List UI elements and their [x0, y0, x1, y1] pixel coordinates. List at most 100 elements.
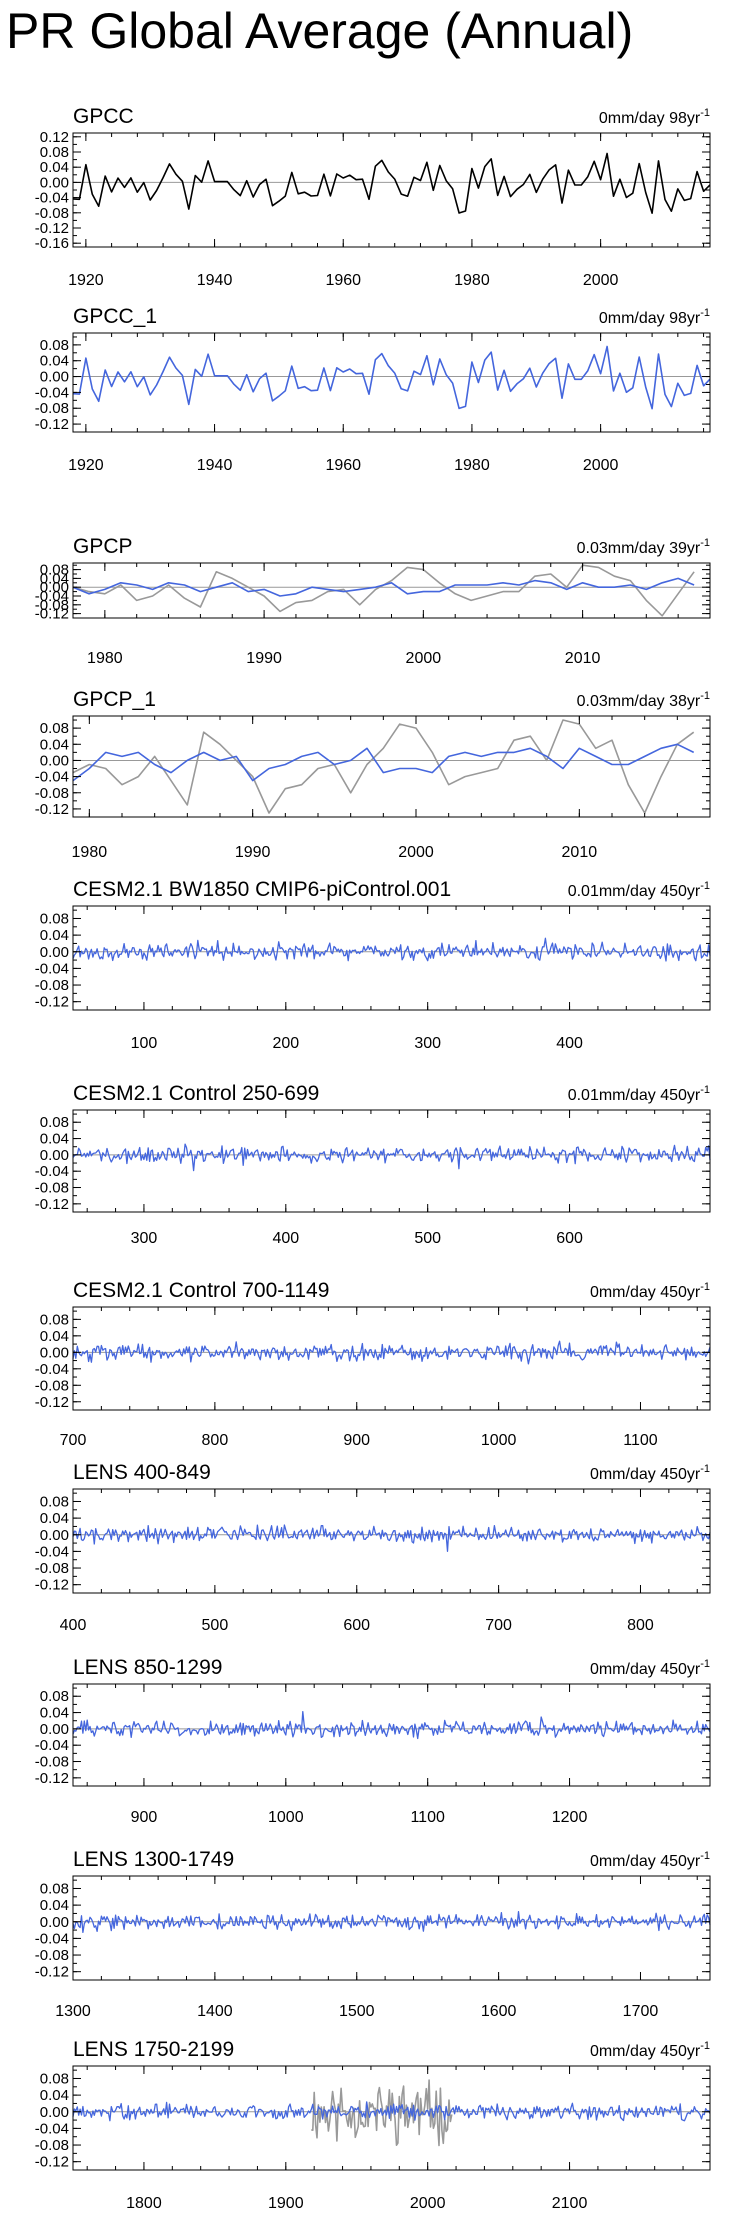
x-tick-label: 1500 — [339, 2003, 375, 2020]
y-tick-label: -0.08 — [35, 1377, 69, 1394]
trend-label: 0mm/day 98yr-1 — [599, 307, 710, 327]
plot-frame — [72, 1306, 711, 1411]
x-tick-label: 1980 — [454, 272, 490, 289]
plot-frame — [72, 2065, 711, 2171]
y-tick-label: 0.08 — [40, 144, 69, 161]
y-tick-label: -0.12 — [35, 1394, 69, 1411]
series-line-1 — [72, 719, 695, 814]
panel-title: LENS 400-849 — [73, 1461, 211, 1484]
y-tick-label: -0.12 — [35, 1196, 69, 1213]
x-tick-label: 900 — [343, 1432, 370, 1449]
plot-frame — [72, 1875, 711, 1981]
y-tick-label: 0.00 — [40, 944, 69, 961]
series-line-1 — [72, 1340, 711, 1365]
x-tick-label: 400 — [272, 1230, 299, 1247]
x-tick-label: 2100 — [552, 2195, 588, 2212]
panel-title: LENS 1750-2199 — [73, 2038, 234, 2061]
y-tick-label: -0.04 — [35, 1543, 69, 1560]
chart-panel: 100 200 300 400 0.080.040.00-0.04-0.08-0.12 C… — [35, 878, 711, 1052]
y-tick-label: 0.00 — [40, 1527, 69, 1544]
plot-frame — [72, 715, 711, 818]
y-tick-label: -0.04 — [35, 1163, 69, 1180]
plot-frame — [72, 905, 711, 1011]
plot-frame — [72, 332, 711, 433]
y-tick-label: 0.12 — [40, 129, 69, 146]
series-line-1 — [72, 1911, 711, 1934]
chart-panel: 1920 1940 1960 1980 20000.120.080.040.00-0.0… — [35, 105, 711, 289]
x-tick-label: 1980 — [72, 844, 108, 861]
x-tick-label: 900 — [131, 1809, 158, 1826]
chart-panel: 1300 1400 1500 1600 17000.080.040.00-0.04-0.… — [35, 1848, 711, 2020]
y-tick-label: -0.08 — [35, 1947, 69, 1964]
y-tick-label: 0.04 — [40, 1705, 69, 1722]
y-tick-label: -0.12 — [35, 1577, 69, 1594]
x-tick-label: 700 — [60, 1432, 87, 1449]
plot-frame — [72, 562, 711, 619]
y-tick-label: -0.04 — [35, 1361, 69, 1378]
x-tick-label: 1200 — [552, 1809, 588, 1826]
x-tick-label: 1100 — [623, 1432, 658, 1449]
plot-frame — [72, 1488, 711, 1594]
y-tick-label: -0.08 — [35, 2137, 69, 2154]
series-line-2 — [72, 2101, 711, 2122]
y-tick-label: 0.04 — [40, 927, 69, 944]
x-tick-label: 2010 — [565, 650, 601, 667]
y-tick-label: 0.00 — [40, 174, 69, 191]
y-tick-label: 0.00 — [40, 2104, 69, 2121]
x-tick-label: 800 — [627, 1617, 654, 1634]
y-tick-label: 0.00 — [40, 579, 69, 596]
x-tick-label: 1000 — [481, 1432, 517, 1449]
x-tick-label: 700 — [485, 1617, 512, 1634]
y-tick-label: 0.08 — [40, 720, 69, 737]
panel-title: CESM2.1 Control 250-699 — [73, 1082, 319, 1105]
x-tick-label: 400 — [556, 1035, 583, 1052]
y-tick-label: -0.12 — [35, 801, 69, 818]
page-title: PR Global Average (Annual) — [6, 3, 634, 59]
y-tick-label: -0.12 — [35, 1964, 69, 1981]
chart-panel: 400 500 600 700 800 0.080.040.00-0.04-0.08-0.… — [35, 1461, 711, 1634]
x-tick-label: 1920 — [68, 272, 104, 289]
x-tick-label: 1980 — [87, 650, 123, 667]
chart-panel: 1980 1990 2000 2010 0.080.040.00-0.04-0.08-0… — [35, 535, 711, 667]
y-tick-label: -0.08 — [35, 597, 69, 614]
panel-title: CESM2.1 BW1850 CMIP6-piControl.001 — [73, 878, 451, 901]
panel-title: GPCP_1 — [73, 688, 156, 711]
trend-label: 0mm/day 450yr-1 — [590, 1463, 710, 1483]
y-tick-label: -0.08 — [35, 400, 69, 417]
panel-title: GPCP — [73, 535, 133, 558]
series-line-2 — [72, 743, 695, 782]
x-tick-label: 100 — [131, 1035, 158, 1052]
y-tick-label: -0.12 — [35, 606, 69, 623]
chart-panel: 900 1000 1100 1200 0.080.040.00-0.04-0.08-0.… — [35, 1656, 711, 1826]
y-tick-label: 0.00 — [40, 752, 69, 769]
series-line-1 — [72, 345, 711, 410]
series-line-1 — [72, 937, 711, 962]
x-tick-label: 600 — [556, 1230, 583, 1247]
x-tick-label: 1800 — [126, 2195, 162, 2212]
x-tick-label: 1960 — [325, 457, 361, 474]
series-line-1 — [72, 152, 711, 214]
y-tick-label: 0.04 — [40, 736, 69, 753]
y-tick-label: -0.04 — [35, 2120, 69, 2137]
y-tick-label: 0.08 — [40, 1114, 69, 1131]
y-tick-label: -0.04 — [35, 384, 69, 401]
panel-title: GPCC_1 — [73, 305, 157, 328]
plot-frame — [72, 1109, 711, 1213]
trend-label: 0.01mm/day 450yr-1 — [568, 880, 710, 900]
x-tick-label: 1700 — [623, 2003, 659, 2020]
chart-panel: 700 800 900 1000 1100 0.080.040.00-0.04-0.08-… — [35, 1279, 711, 1449]
y-tick-label: 0.00 — [40, 1914, 69, 1931]
y-tick-label: 0.04 — [40, 159, 69, 176]
x-tick-label: 200 — [272, 1035, 299, 1052]
x-tick-label: 1990 — [235, 844, 271, 861]
x-tick-label: 2000 — [406, 650, 442, 667]
y-tick-label: 0.04 — [40, 2087, 69, 2104]
x-tick-label: 1920 — [68, 457, 104, 474]
y-tick-label: 0.08 — [40, 1880, 69, 1897]
y-tick-label: -0.12 — [35, 416, 69, 433]
y-tick-label: 0.08 — [40, 1688, 69, 1705]
y-tick-label: 0.04 — [40, 1897, 69, 1914]
x-tick-label: 2000 — [398, 844, 434, 861]
chart-panel: 1980 1990 2000 2010 0.080.040.00-0.04-0.08-0… — [35, 688, 711, 861]
x-tick-label: 1600 — [481, 2003, 517, 2020]
